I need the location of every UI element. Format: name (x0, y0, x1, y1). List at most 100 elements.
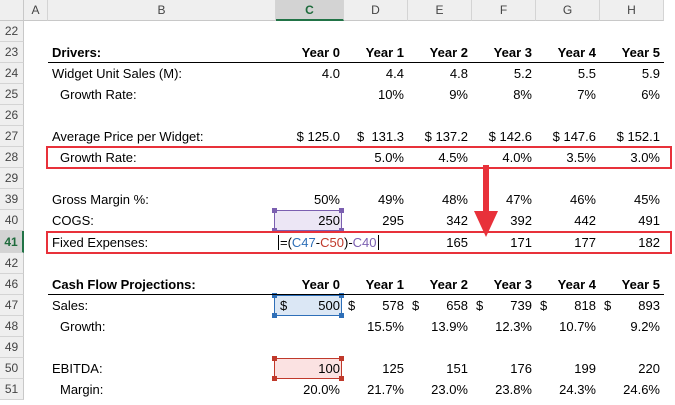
value-cell[interactable]: 47% (505, 192, 532, 207)
column-header-g[interactable]: G (536, 0, 600, 21)
row-header-51[interactable]: 51 (0, 379, 24, 400)
value-cell[interactable]: 176 (510, 361, 532, 376)
column-header-h[interactable]: H (600, 0, 664, 21)
row-header-46[interactable]: 46 (0, 274, 24, 295)
year-header[interactable]: Year 1 (365, 45, 404, 60)
row-header-23[interactable]: 23 (0, 42, 24, 63)
ref-handle-c40-bl[interactable] (272, 228, 277, 233)
row-label[interactable]: COGS: (52, 213, 94, 228)
value-cell[interactable]: 3.5% (566, 150, 596, 165)
value-cell[interactable]: 151 (446, 361, 468, 376)
value-cell[interactable]: 578 (382, 298, 404, 313)
value-cell[interactable]: 3.0% (630, 150, 660, 165)
value-cell[interactable]: 45% (633, 192, 660, 207)
column-header-b[interactable]: B (48, 0, 276, 21)
value-cell[interactable]: 220 (638, 361, 660, 376)
ref-handle-c47-tl[interactable] (272, 293, 277, 298)
row-header-42[interactable]: 42 (0, 253, 24, 274)
value-cell[interactable]: $ 131.3 (357, 129, 404, 144)
row-header-41[interactable]: 41 (0, 231, 24, 253)
row-header-28[interactable]: 28 (0, 147, 24, 168)
value-cell[interactable]: 24.3% (559, 382, 596, 397)
year-header[interactable]: Year 2 (429, 277, 468, 292)
column-header-e[interactable]: E (408, 0, 472, 21)
year-header[interactable]: Year 0 (301, 45, 340, 60)
value-cell[interactable]: 23.8% (495, 382, 532, 397)
row-header-48[interactable]: 48 (0, 316, 24, 337)
value-cell[interactable]: 125 (382, 361, 404, 376)
row-header-47[interactable]: 47 (0, 295, 24, 316)
value-cell[interactable]: 46% (569, 192, 596, 207)
value-cell[interactable]: 4.0 (321, 66, 340, 81)
value-cell[interactable]: $ 147.6 (552, 129, 596, 144)
value-cell[interactable]: 165 (446, 234, 468, 250)
ref-handle-c47-br[interactable] (339, 313, 344, 318)
value-cell[interactable]: 182 (638, 234, 660, 250)
value-cell[interactable]: 442 (574, 213, 596, 228)
value-cell[interactable]: 5.0% (374, 150, 404, 165)
value-cell[interactable]: 13.9% (431, 319, 468, 334)
value-cell[interactable]: 4.4 (385, 66, 404, 81)
year-header[interactable]: Year 3 (493, 45, 532, 60)
value-cell[interactable]: 295 (382, 213, 404, 228)
value-cell[interactable]: 50% (313, 192, 340, 207)
year-header[interactable]: Year 5 (621, 45, 660, 60)
row-header-26[interactable]: 26 (0, 105, 24, 126)
value-cell[interactable]: $ 152.1 (616, 129, 660, 144)
value-cell[interactable]: 49% (377, 192, 404, 207)
ref-handle-c47-bl[interactable] (272, 313, 277, 318)
value-cell[interactable]: 21.7% (367, 382, 404, 397)
column-header-f[interactable]: F (472, 0, 536, 21)
ref-handle-c50-tl[interactable] (272, 356, 277, 361)
value-cell[interactable]: 342 (446, 213, 468, 228)
ref-handle-c40-br[interactable] (339, 228, 344, 233)
select-all-corner[interactable] (0, 0, 24, 21)
row-header-49[interactable]: 49 (0, 337, 24, 358)
row-header-25[interactable]: 25 (0, 84, 24, 105)
value-cell[interactable]: $ 137.2 (424, 129, 468, 144)
row-header-39[interactable]: 39 (0, 189, 24, 210)
row-label[interactable]: Growth: (60, 319, 106, 334)
year-header[interactable]: Year 4 (557, 45, 596, 60)
value-cell[interactable]: 5.2 (513, 66, 532, 81)
value-cell[interactable]: 24.6% (623, 382, 660, 397)
value-cell[interactable]: 491 (638, 213, 660, 228)
drivers-heading[interactable]: Drivers: (52, 45, 102, 60)
value-cell[interactable]: 818 (574, 298, 596, 313)
value-cell[interactable]: 23.0% (431, 382, 468, 397)
cash-flow-heading[interactable]: Cash Flow Projections: (52, 277, 196, 292)
row-label[interactable]: Gross Margin %: (52, 192, 149, 207)
year-header[interactable]: Year 3 (493, 277, 532, 292)
value-cell[interactable]: 250 (318, 213, 340, 228)
value-cell[interactable]: 199 (574, 361, 596, 376)
column-header-a[interactable]: A (24, 0, 48, 21)
value-cell[interactable]: 171 (510, 234, 532, 250)
value-cell[interactable]: $ 125.0 (296, 129, 340, 144)
year-header[interactable]: Year 2 (429, 45, 468, 60)
value-cell[interactable]: 20.0% (303, 382, 340, 397)
row-header-50[interactable]: 50 (0, 358, 24, 379)
row-header-27[interactable]: 27 (0, 126, 24, 147)
column-header-d[interactable]: D (344, 0, 408, 21)
value-cell[interactable]: 100 (318, 361, 340, 376)
row-label[interactable]: Growth Rate: (60, 87, 137, 102)
value-cell[interactable]: 392 (510, 213, 532, 228)
value-cell[interactable]: 500 (318, 298, 340, 313)
row-label[interactable]: Average Price per Widget: (52, 129, 204, 144)
value-cell[interactable]: 739 (510, 298, 532, 313)
value-cell[interactable]: 4.8 (449, 66, 468, 81)
year-header[interactable]: Year 0 (301, 277, 340, 292)
value-cell[interactable]: 5.5 (577, 66, 596, 81)
value-cell[interactable]: 10.7% (559, 319, 596, 334)
row-label[interactable]: Sales: (52, 298, 89, 313)
ref-handle-c47-tr[interactable] (339, 293, 344, 298)
row-label[interactable]: Margin: (60, 382, 104, 397)
row-label[interactable]: Widget Unit Sales (M): (52, 66, 183, 81)
year-header[interactable]: Year 1 (365, 277, 404, 292)
value-cell[interactable]: 5.9 (641, 66, 660, 81)
value-cell[interactable]: 6% (641, 87, 660, 102)
row-header-40[interactable]: 40 (0, 210, 24, 231)
value-cell[interactable]: 9% (449, 87, 468, 102)
value-cell[interactable]: 658 (446, 298, 468, 313)
formula-edit-cell[interactable]: =(C47- C50)- C40 (276, 231, 408, 253)
